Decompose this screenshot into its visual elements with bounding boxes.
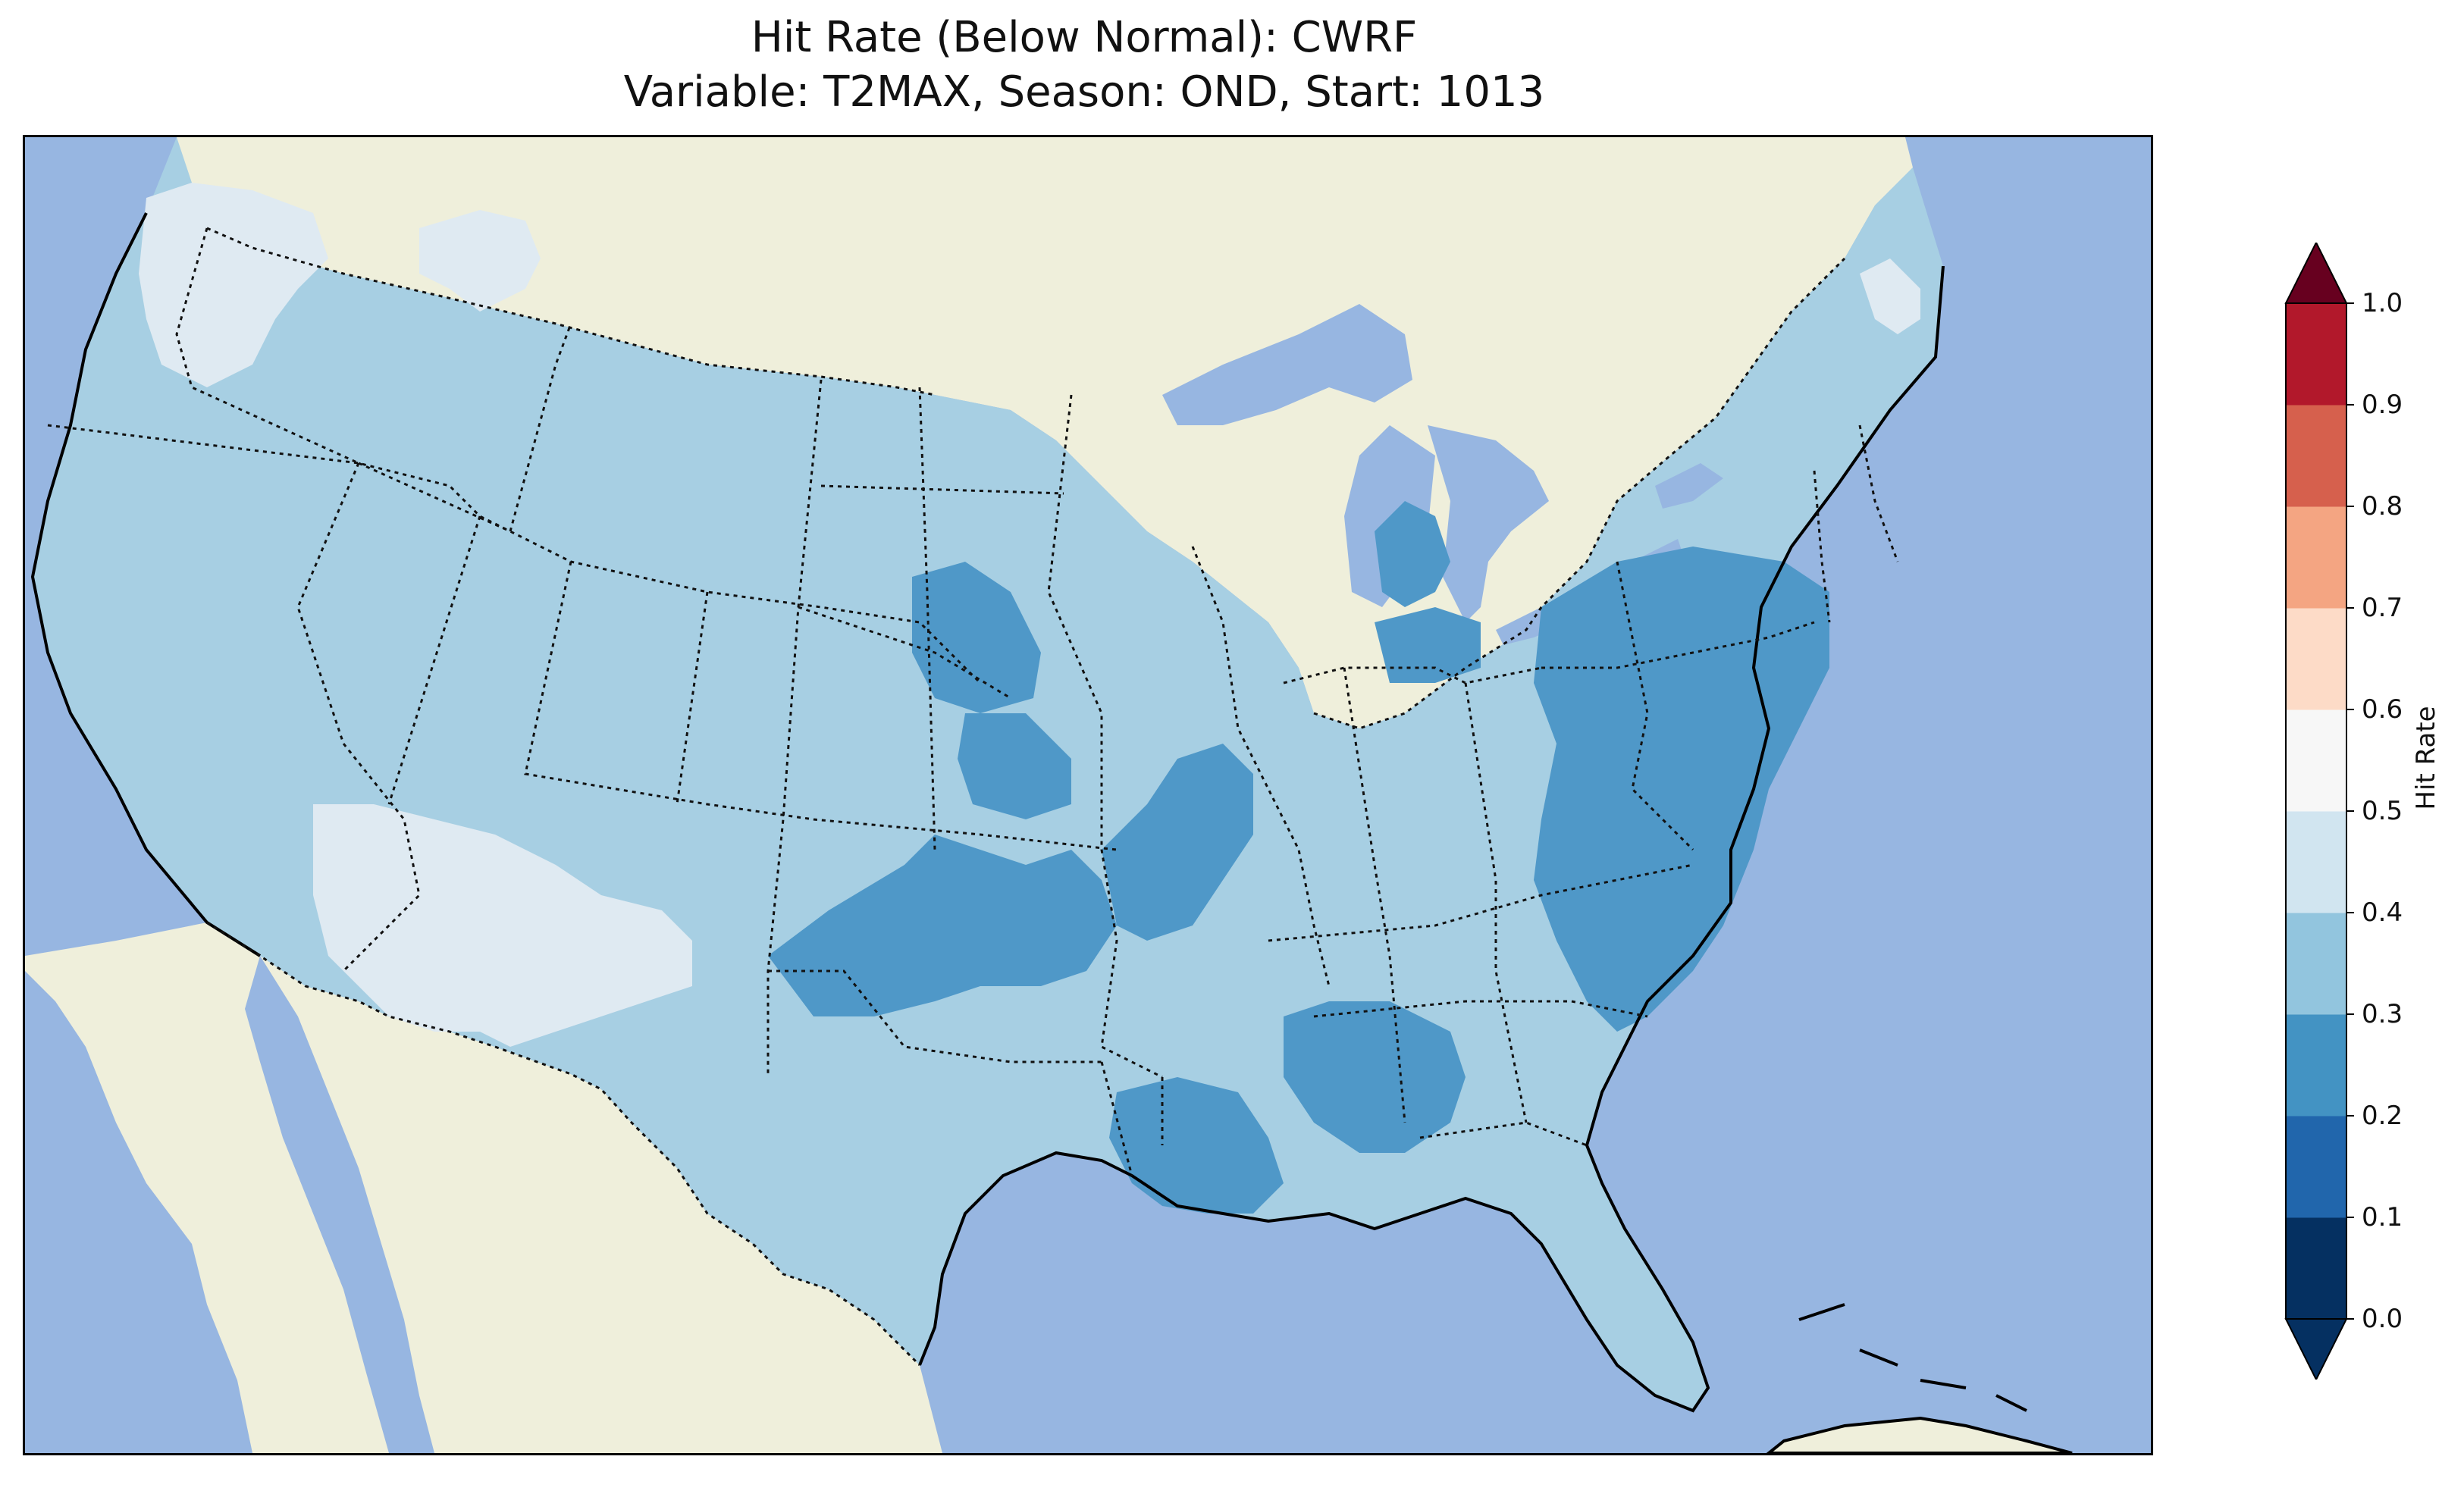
colorbar-bin-3 [2286,913,2346,1015]
colorbar-over-arrow [2284,243,2348,304]
northwest-high-region [139,183,328,387]
louisiana-low-region [1109,1077,1284,1214]
colorbar-tick-label: 0.8 [2362,491,2403,521]
map-canvas [25,137,2151,1453]
figure-title: Hit Rate (Below Normal): CWRF Variable: … [0,11,2168,120]
colorbar [2284,243,2354,1380]
mideast-low-region [1534,547,1829,1032]
colorbar-tick-label: 0.1 [2362,1202,2403,1232]
colorbar-under-arrow [2284,1318,2348,1380]
michigan-low-region [1375,501,1450,607]
kansas-low-region [958,713,1071,819]
colorbar-bin-6 [2286,608,2346,710]
nebraska-low-region [912,562,1041,713]
colorbar-tick-label: 0.5 [2362,796,2403,826]
colorbar-tick-label: 0.6 [2362,694,2403,725]
colorbar-tick-label: 1.0 [2362,288,2403,318]
colorbar-bin-9 [2286,303,2346,406]
title-line-2: Variable: T2MAX, Season: OND, Start: 101… [623,67,1545,117]
cuba-island [1766,1416,2073,1453]
colorbar-bin-0 [2286,1217,2346,1320]
coastline [30,212,1945,1413]
mexico-us-border [206,921,921,1367]
missouri-low-region [1102,744,1253,941]
colorbar-tick-label: 0.0 [2362,1304,2403,1334]
idaho-high-region [419,210,541,312]
mexico-land [25,922,942,1453]
colorbar-bins [2286,303,2346,1320]
high-bin-regions [139,183,1920,1047]
canada-us-border [206,227,1846,730]
colorbar-tick-label: 0.7 [2362,593,2403,623]
colorbar-bin-4 [2286,811,2346,913]
great-lakes [1162,304,1723,645]
colorbar-ticks [2346,302,2354,1320]
colorbar-bin-1 [2286,1116,2346,1218]
colorbar-bin-7 [2286,506,2346,609]
colorbar-label: Hit Rate [2411,706,2441,810]
colorbar-bin-5 [2286,709,2346,812]
state-borders [47,227,1899,1176]
colorbar-tick-label: 0.4 [2362,897,2403,928]
bahamas-islands [1798,1303,2027,1412]
gulf-of-california [245,956,434,1453]
indiana-low-region [1375,607,1481,683]
deep-south-low-region [1284,1001,1466,1153]
map-panel[interactable] [23,135,2153,1455]
maine-high-region [1860,258,1920,334]
colorbar-tick-label: 0.9 [2362,390,2403,420]
colorbar-bin-8 [2286,405,2346,507]
colorbar-bin-2 [2286,1014,2346,1117]
southwest-high-region [313,804,692,1047]
oklahoma-low-region [768,835,1117,1016]
title-line-1: Hit Rate (Below Normal): CWRF [751,13,1418,62]
colorbar-tick-label: 0.2 [2362,1101,2403,1131]
low-bin-regions [768,501,1829,1214]
colorbar-tick-label: 0.3 [2362,999,2403,1029]
